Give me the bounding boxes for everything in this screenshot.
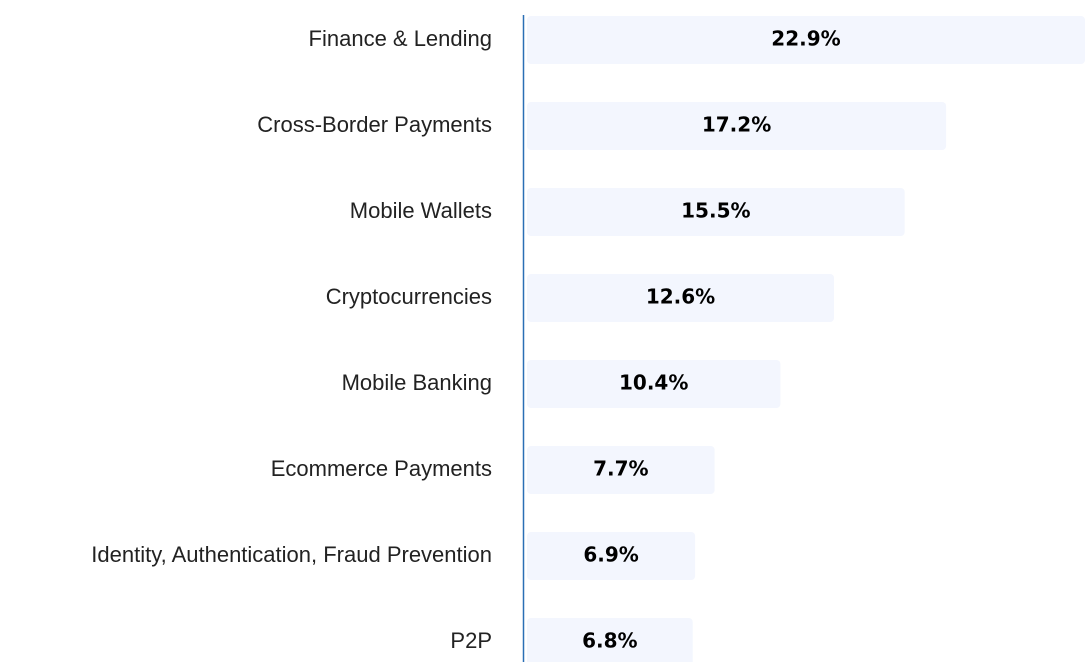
bar — [527, 446, 715, 494]
category-label: Finance & Lending — [309, 26, 492, 51]
bar — [527, 618, 693, 662]
category-label: Cross-Border Payments — [257, 112, 492, 137]
bar — [527, 16, 1085, 64]
value-label: 10.4% — [619, 371, 688, 395]
value-label: 6.8% — [582, 629, 637, 653]
category-label: Mobile Banking — [342, 370, 492, 395]
value-label: 15.5% — [681, 199, 750, 223]
category-label: Mobile Wallets — [350, 198, 492, 223]
category-label: P2P — [450, 628, 492, 653]
bar — [527, 274, 835, 322]
category-label: Identity, Authentication, Fraud Preventi… — [91, 542, 492, 567]
category-label: Ecommerce Payments — [271, 456, 492, 481]
value-label: 12.6% — [646, 285, 715, 309]
bar — [527, 188, 905, 236]
value-label: 7.7% — [593, 457, 648, 481]
value-label: 6.9% — [583, 543, 638, 567]
bar — [527, 360, 781, 408]
category-label: Cryptocurrencies — [326, 284, 492, 309]
value-label: 17.2% — [702, 113, 771, 137]
bar — [527, 532, 696, 580]
bar — [527, 102, 947, 150]
value-label: 22.9% — [771, 27, 840, 51]
